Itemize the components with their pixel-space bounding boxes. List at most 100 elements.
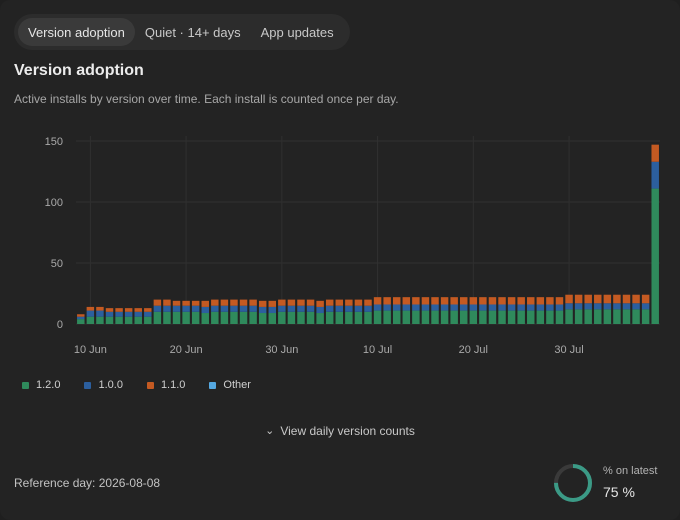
bar-segment-1-2-0-16 [230,311,238,324]
bar-segment-1-0-0-29 [354,305,363,312]
bar-segment-1-1-0-14 [211,299,219,306]
bar-segment-1-1-0-35 [412,297,420,305]
bar-segment-1-1-0-45 [507,297,516,305]
bar-segment-1-0-0-5 [124,311,133,317]
bar-segment-1-0-0-0 [77,316,85,320]
bar-segment-1-1-0-15 [220,299,229,306]
bar-segment-1-2-0-38 [440,310,449,324]
bar-segment-1-1-0-59 [641,294,650,304]
bar-segment-1-0-0-52 [574,303,583,310]
bar-segment-1-0-0-56 [613,303,621,310]
bar-segment-1-2-0-56 [613,309,621,324]
bar-segment-1-1-0-40 [460,297,468,305]
legend-swatch-1-2-0 [22,381,29,389]
bar-segment-1-0-0-1 [86,310,95,317]
bar-segment-1-0-0-32 [383,304,391,311]
tab-app-updates[interactable]: App updates [260,24,334,40]
bar-segment-1-0-0-18 [249,305,257,312]
bar-segment-1-1-0-9 [163,299,171,306]
bar-segment-1-1-0-10 [172,300,181,306]
bar-segment-1-0-0-14 [211,305,219,312]
view-tabs: Version adoption Quiet · 14+ days App up… [14,14,350,50]
bar-segment-1-0-0-40 [460,304,468,311]
bar-segment-1-2-0-45 [507,310,516,324]
bar-segment-1-1-0-28 [345,299,353,306]
chevron-down-icon: ⌄ [265,424,275,437]
bar-segment-1-0-0-42 [479,304,487,311]
bar-segment-1-1-0-58 [632,294,640,304]
bar-segment-1-2-0-0 [77,319,85,324]
bar-segment-1-0-0-28 [345,305,353,312]
legend-item-1-2-0: 1.2.0 [22,379,60,391]
bar-segment-1-2-0-40 [460,310,468,324]
bar-segment-1-1-0-2 [96,306,104,311]
bar-segment-1-1-0-26 [325,299,334,306]
bar-segment-1-2-0-28 [345,311,353,324]
bar-segment-1-2-0-27 [335,311,344,324]
adoption-chart: 0 50 100 150 10 Jun 20 Jun 30 Jun 10 Jul 20 Jul 3… [45,136,660,356]
bar-segment-1-0-0-43 [488,304,497,311]
bar-segment-1-1-0-53 [584,294,592,304]
tab-quiet-14-days[interactable]: Quiet · 14+ days [144,24,241,40]
bar-segment-1-2-0-42 [479,310,487,324]
bar-segment-1-1-0-38 [440,297,449,305]
bar-segment-1-2-0-41 [469,310,478,324]
bar-segment-1-2-0-48 [536,310,545,324]
gauge-fill [554,464,592,502]
bar-segment-1-0-0-38 [440,304,449,311]
x-tick-label-10-Jun: 10 Jun [74,344,107,356]
bar-segment-1-2-0-7 [144,316,152,324]
legend-item-other: Other [209,379,251,391]
latest-value: 75 % [603,484,635,500]
bar-segment-1-1-0-5 [124,308,133,312]
bar-segment-1-0-0-4 [115,311,123,317]
bar-segment-1-1-0-0 [77,314,85,317]
bar-segment-1-1-0-42 [479,297,487,305]
tab-version-adoption[interactable]: Version adoption [18,18,135,46]
bar-segment-1-0-0-25 [316,306,324,314]
bar-segment-1-1-0-3 [105,308,114,312]
view-daily-counts-toggle[interactable]: ⌄ View daily version counts [0,424,680,438]
legend-label-1-2-0: 1.2.0 [36,379,61,391]
y-tick-label-100: 100 [45,197,63,209]
bar-segment-1-2-0-24 [306,311,315,324]
bar-segment-1-1-0-13 [201,300,209,307]
bar-segment-1-0-0-36 [421,304,430,311]
bar-segment-1-1-0-50 [555,297,564,305]
bar-segment-1-0-0-20 [268,306,276,314]
bar-segment-1-0-0-50 [555,304,564,311]
bar-segment-1-2-0-35 [412,310,420,324]
bar-segment-1-1-0-33 [392,297,401,305]
bar-segment-1-0-0-41 [469,304,478,311]
bar-segment-1-0-0-35 [412,304,420,311]
bar-segment-1-0-0-49 [546,304,554,311]
legend-label-1-0-0: 1.0.0 [98,379,123,391]
bar-segment-1-0-0-12 [191,305,200,312]
bar-segment-1-1-0-21 [278,299,286,306]
bar-segment-1-2-0-59 [641,309,650,324]
bar-segment-1-2-0-34 [402,310,411,324]
bar-segment-1-0-0-46 [517,304,525,311]
bar-segment-1-0-0-7 [144,311,152,317]
bar-segment-1-1-0-19 [258,300,267,307]
bar-segment-1-0-0-57 [622,303,631,310]
bar-segment-1-2-0-10 [172,311,181,324]
bar-segment-1-0-0-27 [335,305,344,312]
bar-segment-1-0-0-9 [163,305,171,312]
bar-segment-1-1-0-51 [565,294,573,304]
legend-label-1-1-0: 1.1.0 [160,379,186,391]
bar-segment-1-1-0-7 [144,308,152,312]
bar-segment-1-2-0-18 [249,311,257,324]
bar-segment-1-2-0-2 [96,316,104,324]
bar-segment-1-0-0-48 [536,304,545,311]
bar-segment-1-2-0-12 [191,311,200,324]
y-tick-label-50: 50 [51,258,63,270]
bar-segment-1-2-0-53 [584,309,592,324]
legend-swatch-1-1-0 [146,381,154,389]
bar-segment-1-0-0-39 [450,304,458,311]
bar-segment-1-1-0-25 [316,300,324,307]
x-tick-label-30-Jun: 30 Jun [265,344,298,356]
bar-segment-1-1-0-55 [603,294,612,304]
x-tick-label-30-Jul: 30 Jul [554,344,583,356]
